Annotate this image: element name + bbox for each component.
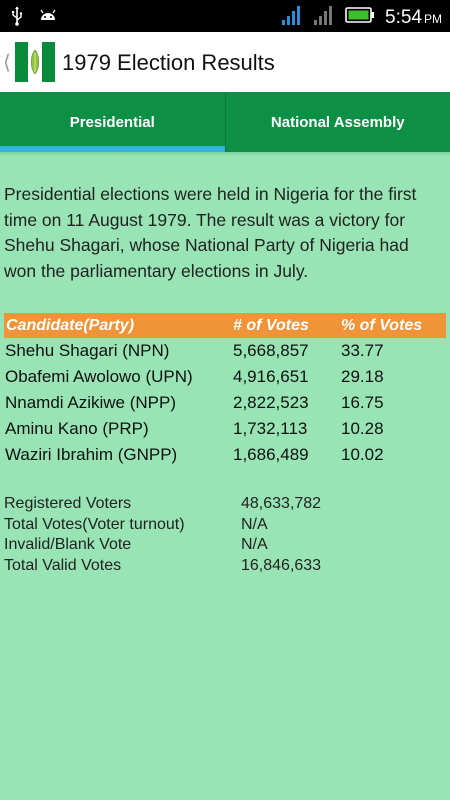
votes-cell: 1,732,113 [233, 419, 308, 438]
votes-cell: 4,916,651 [233, 367, 309, 386]
summary-row: Registered Voters 48,633,782 [4, 494, 444, 515]
summary-value: 16,846,633 [241, 556, 322, 574]
votes-cell: 2,822,523 [233, 393, 309, 412]
candidate-cell: Aminu Kano (PRP) [5, 419, 149, 438]
tab-bar: Presidential National Assembly [0, 92, 450, 152]
percent-cell: 10.28 [341, 419, 384, 438]
status-bar: 5:54 PM [0, 0, 450, 32]
tab-label: National Assembly [270, 113, 405, 131]
page-title: 1979 Election Results [62, 50, 275, 75]
chevron-left-icon[interactable]: ⟨ [3, 52, 11, 74]
summary-value: N/A [241, 536, 268, 554]
tab-label: Presidential [69, 113, 155, 131]
percent-cell: 29.18 [341, 367, 384, 386]
tab-selected-indicator [0, 146, 225, 152]
table-row: Aminu Kano (PRP) 1,732,113 10.28 [4, 416, 446, 442]
intro-paragraph: Presidential elections were held in Nige… [4, 184, 417, 281]
summary-label: Invalid/Blank Vote [4, 536, 132, 554]
summary-label: Total Valid Votes [4, 556, 122, 574]
summary-label: Total Votes(Voter turnout) [4, 515, 185, 533]
header-votes: # of Votes [233, 316, 309, 334]
tab-national-assembly[interactable]: National Assembly [224, 92, 450, 152]
candidate-cell: Nnamdi Azikiwe (NPP) [5, 393, 176, 412]
summary-row: Total Votes(Voter turnout) N/A [4, 515, 444, 536]
percent-cell: 16.75 [341, 393, 384, 412]
app-bar: ⟨ 1979 Election Results [0, 32, 450, 92]
table-header: Candidate(Party) # of Votes % of Votes [4, 313, 446, 338]
header-percent: % of Votes [341, 316, 423, 334]
table-row: Shehu Shagari (NPN) 5,668,857 33.77 [4, 338, 446, 364]
clock-time: 5:54 [385, 6, 422, 28]
usb-icon [10, 6, 24, 31]
candidate-cell: Waziri Ibrahim (GNPP) [5, 445, 178, 464]
summary-value: N/A [241, 515, 268, 533]
tab-presidential[interactable]: Presidential [0, 92, 225, 152]
summary-value: 48,633,782 [241, 495, 322, 513]
clock-ampm: PM [424, 11, 442, 26]
clock: 5:54 PM [385, 7, 442, 29]
table-row: Obafemi Awolowo (UPN) 4,916,651 29.18 [4, 364, 446, 390]
signal-icon [313, 4, 335, 31]
votes-cell: 1,686,489 [233, 445, 309, 464]
table-row: Nnamdi Azikiwe (NPP) 2,822,523 16.75 [4, 390, 446, 416]
candidate-cell: Obafemi Awolowo (UPN) [5, 367, 193, 386]
summary-list: Registered Voters 48,633,782 Total Votes… [4, 494, 444, 576]
header-candidate: Candidate(Party) [6, 316, 135, 334]
table-row: Waziri Ibrahim (GNPP) 1,686,489 10.02 [4, 442, 446, 468]
percent-cell: 10.02 [341, 445, 384, 464]
tab-bar-shadow [0, 152, 450, 156]
android-icon [38, 8, 58, 29]
summary-row: Invalid/Blank Vote N/A [4, 535, 444, 556]
app-logo-icon[interactable] [15, 42, 55, 82]
summary-row: Total Valid Votes 16,846,633 [4, 556, 444, 577]
percent-cell: 33.77 [341, 341, 384, 360]
votes-cell: 5,668,857 [233, 341, 309, 360]
battery-icon [345, 7, 375, 28]
results-table: Candidate(Party) # of Votes % of Votes S… [4, 313, 446, 468]
summary-label: Registered Voters [4, 495, 132, 513]
signal-icon [281, 4, 303, 31]
candidate-cell: Shehu Shagari (NPN) [5, 341, 170, 360]
